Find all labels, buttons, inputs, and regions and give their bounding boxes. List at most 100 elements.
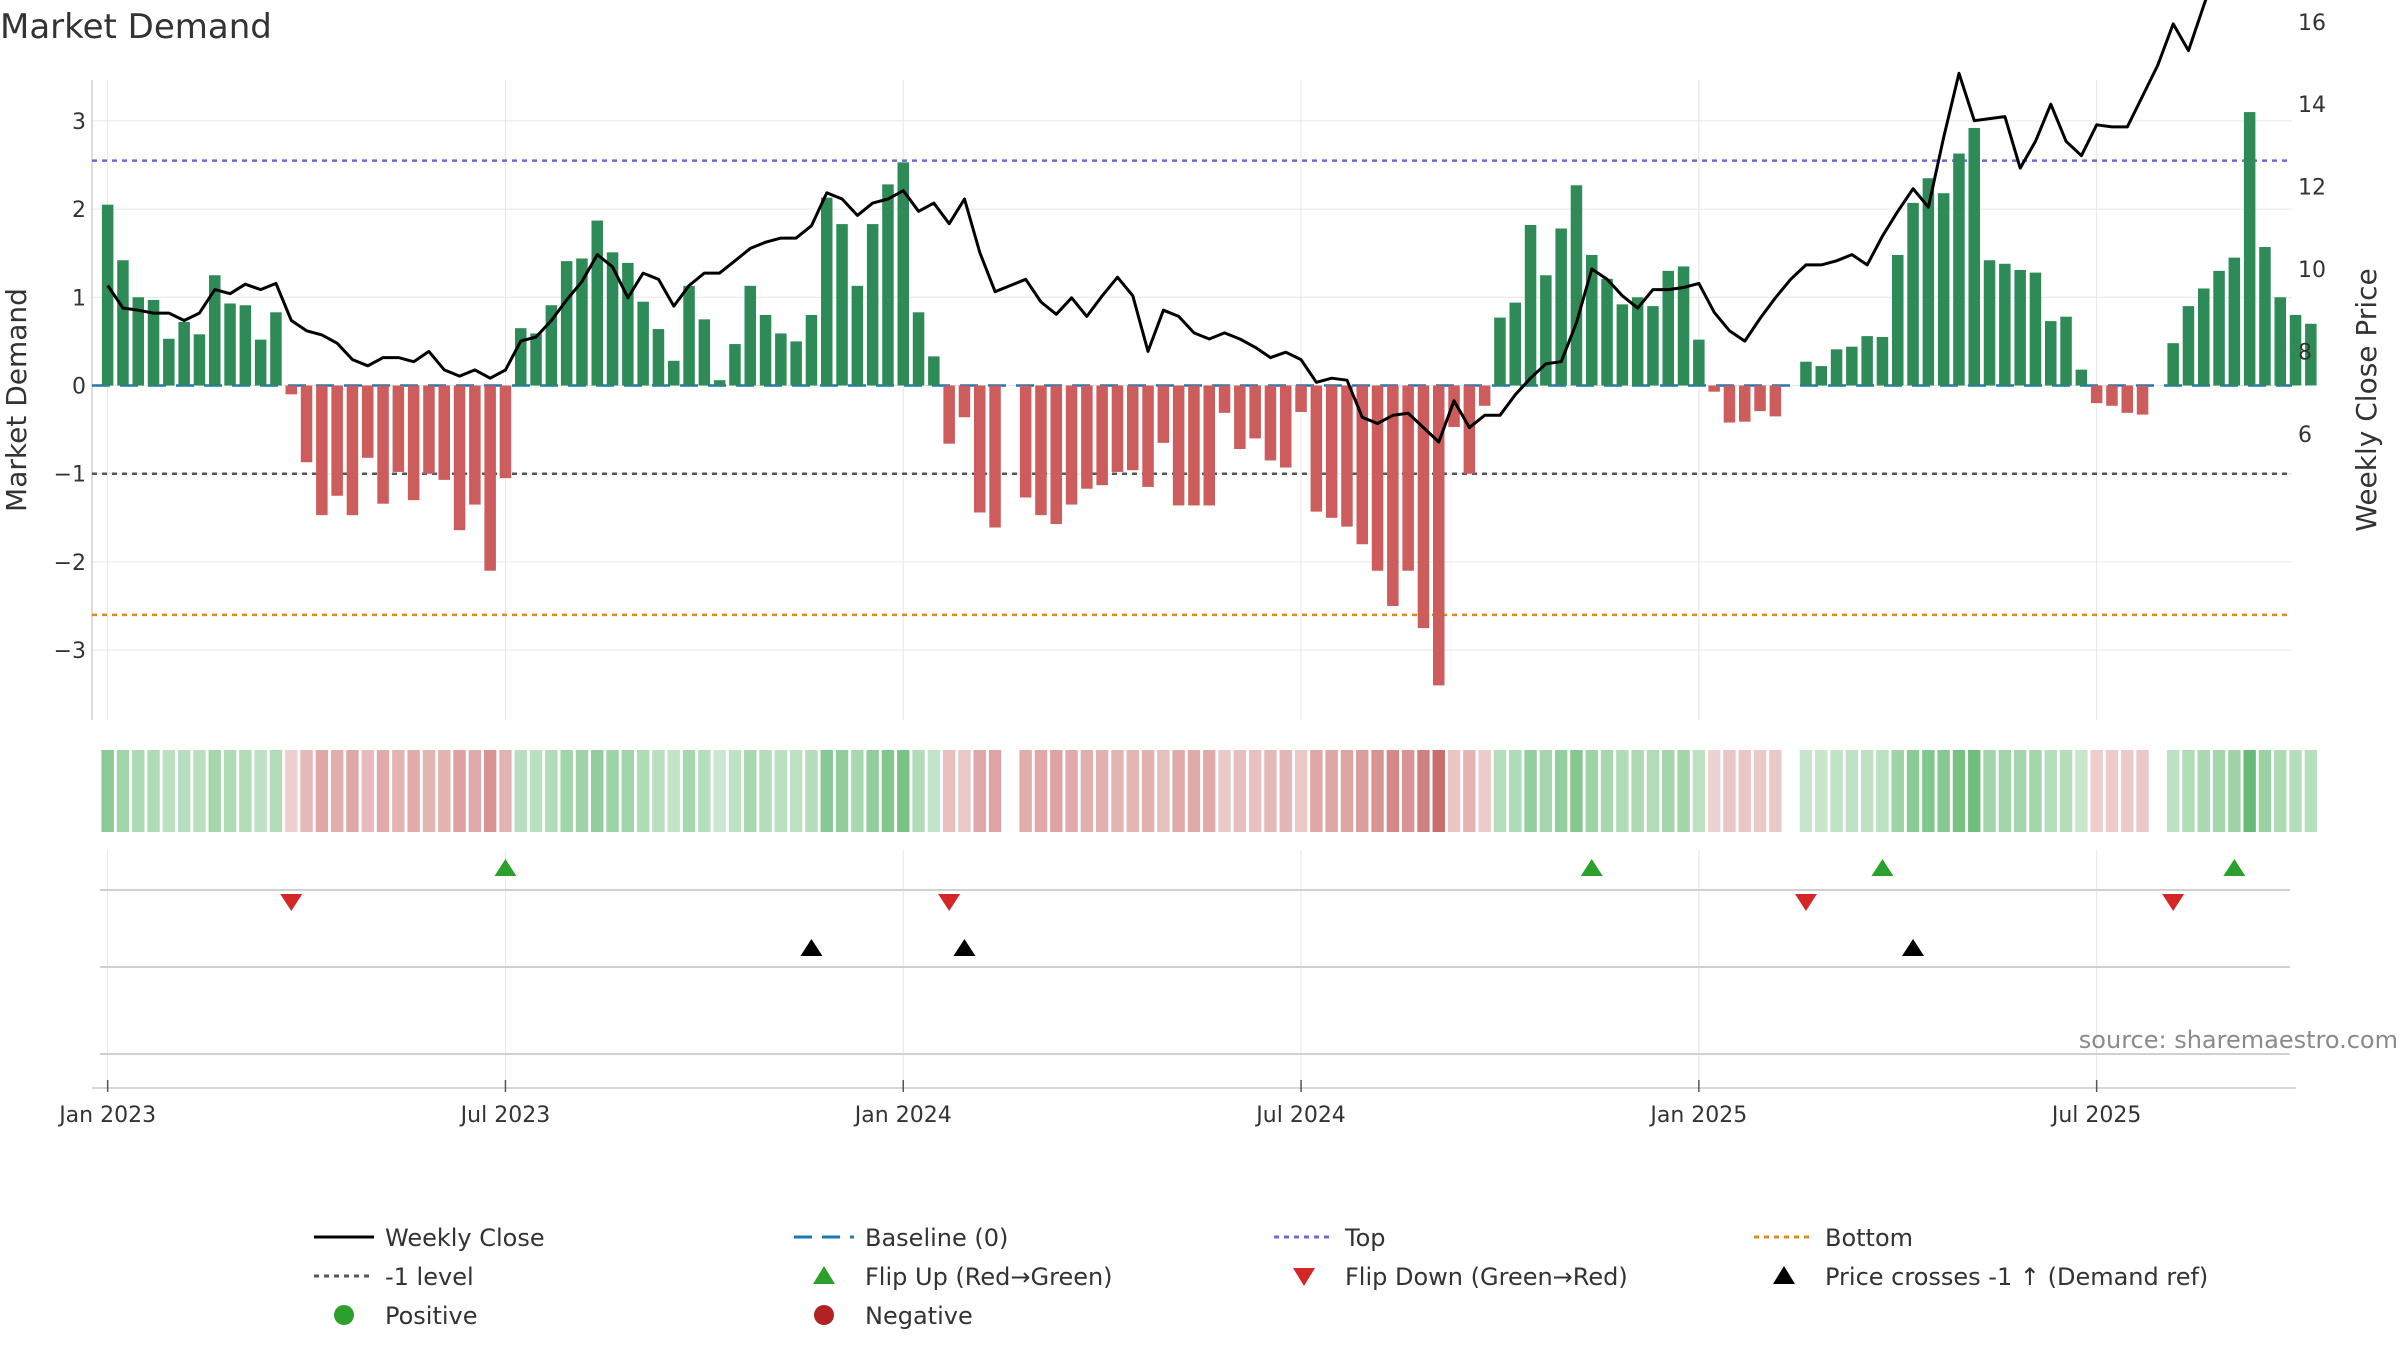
heat-cell: [1218, 750, 1231, 832]
heat-cell: [2121, 750, 2134, 832]
demand-bar-negative: [1019, 385, 1032, 498]
demand-bar-positive: [928, 356, 940, 386]
heat-cell: [1922, 750, 1935, 832]
heat-cell: [483, 750, 497, 832]
demand-bar-positive: [2014, 269, 2026, 386]
y-axis-left-ticks: 3 2 1 0 −1 −2 −3: [54, 110, 86, 664]
demand-bar-negative: [453, 385, 466, 531]
demand-bar-positive: [1968, 127, 1980, 386]
demand-bar-negative: [1203, 385, 1215, 506]
heat-cell: [315, 750, 329, 832]
demand-bar-positive: [912, 312, 925, 386]
heat-cell: [1478, 750, 1491, 832]
demand-bar-positive: [147, 299, 160, 386]
demand-bar-positive: [1616, 304, 1629, 386]
legend-triangle-up-swatch: [1773, 1266, 1795, 1284]
y-left-tick-label: −2: [54, 551, 86, 576]
heat-cell: [285, 750, 298, 832]
demand-bar-positive: [1540, 275, 1552, 386]
heat-cell: [1065, 750, 1078, 832]
demand-bar-negative: [1280, 385, 1292, 468]
demand-bar-positive: [744, 285, 756, 386]
demand-bar-positive: [851, 285, 864, 386]
heat-cell: [1631, 750, 1644, 832]
heat-cell: [1738, 750, 1751, 832]
heat-cell: [1692, 750, 1706, 832]
demand-bar-positive: [1892, 254, 1904, 386]
demand-bar-positive: [775, 333, 787, 386]
demand-bar-negative: [1050, 385, 1062, 524]
heat-cell: [1157, 750, 1170, 832]
heat-cell: [1111, 750, 1124, 832]
heat-cell: [1463, 750, 1476, 832]
demand-bar-negative: [2121, 385, 2133, 413]
heat-cell: [1325, 750, 1338, 832]
heat-cell: [774, 750, 788, 832]
heat-cell: [346, 750, 359, 832]
demand-bar-negative: [377, 385, 389, 504]
heat-cell: [1906, 750, 1920, 832]
heat-cell: [1417, 750, 1430, 832]
demand-bar-positive: [1876, 336, 1889, 386]
heat-cell: [2059, 750, 2073, 832]
x-tick-label: Jul 2023: [459, 1103, 551, 1128]
heat-cell: [1264, 750, 1277, 832]
legend-triangle-up-swatch: [813, 1266, 835, 1284]
demand-bar-negative: [1218, 385, 1231, 413]
heat-cell: [193, 750, 206, 832]
flip-up-marker: [1580, 859, 1603, 876]
heat-cell: [1126, 750, 1139, 832]
demand-bar-positive: [576, 258, 588, 386]
heat-cell: [514, 750, 527, 832]
y-left-tick-label: 0: [72, 375, 86, 400]
heat-cell: [254, 750, 267, 832]
demand-bar-negative: [1234, 385, 1246, 450]
demand-bars: [101, 112, 2317, 686]
demand-bar-positive: [239, 305, 252, 386]
heat-cell: [2197, 750, 2210, 832]
flip-up-marker: [1871, 859, 1894, 876]
heat-cell: [2090, 750, 2103, 832]
demand-bar-negative: [362, 385, 374, 458]
heat-cell: [1707, 750, 1721, 832]
heat-cell: [1203, 750, 1216, 832]
chart-title: Market Demand: [0, 7, 272, 47]
heat-cell: [1616, 750, 1629, 832]
demand-bar-positive: [1662, 270, 1674, 386]
heat-cell: [1554, 750, 1568, 832]
y-right-tick-label: 12: [2298, 176, 2326, 201]
heat-cell: [239, 750, 252, 832]
heat-cell: [1799, 750, 1813, 832]
y-axis-left-label: Market Demand: [0, 288, 33, 512]
demand-bar-negative: [1157, 385, 1170, 443]
heat-cell: [1034, 750, 1048, 832]
heat-cell: [988, 750, 1002, 832]
demand-bar-positive: [1861, 336, 1873, 386]
heat-cell: [177, 750, 191, 832]
heat-cell: [744, 750, 757, 832]
heat-cell: [1294, 750, 1308, 832]
demand-bar-positive: [1586, 254, 1598, 386]
heat-cell: [2136, 750, 2149, 832]
y-right-tick-label: 10: [2298, 258, 2326, 283]
price-cross-marker: [800, 939, 823, 956]
demand-bar-negative: [407, 385, 420, 501]
demand-bar-positive: [866, 224, 879, 386]
demand-bar-positive: [821, 197, 833, 386]
heat-cell: [728, 750, 742, 832]
demand-bar-positive: [729, 344, 741, 386]
demand-bar-positive: [1922, 178, 1935, 386]
demand-bar-positive: [2305, 323, 2317, 386]
heat-cell: [1983, 750, 1996, 832]
event-markers: [92, 859, 2296, 1089]
demand-bar-positive: [2182, 306, 2195, 386]
demand-heat-strip: [101, 750, 2318, 832]
heat-cell: [1753, 750, 1767, 832]
demand-bar-positive: [1509, 302, 1521, 386]
heat-cell: [866, 750, 879, 832]
demand-bar-positive: [560, 261, 573, 386]
demand-bar-positive: [759, 314, 772, 386]
demand-bar-positive: [2198, 288, 2210, 386]
demand-bar-positive: [1937, 193, 1950, 386]
demand-bar-positive: [1570, 185, 1583, 386]
